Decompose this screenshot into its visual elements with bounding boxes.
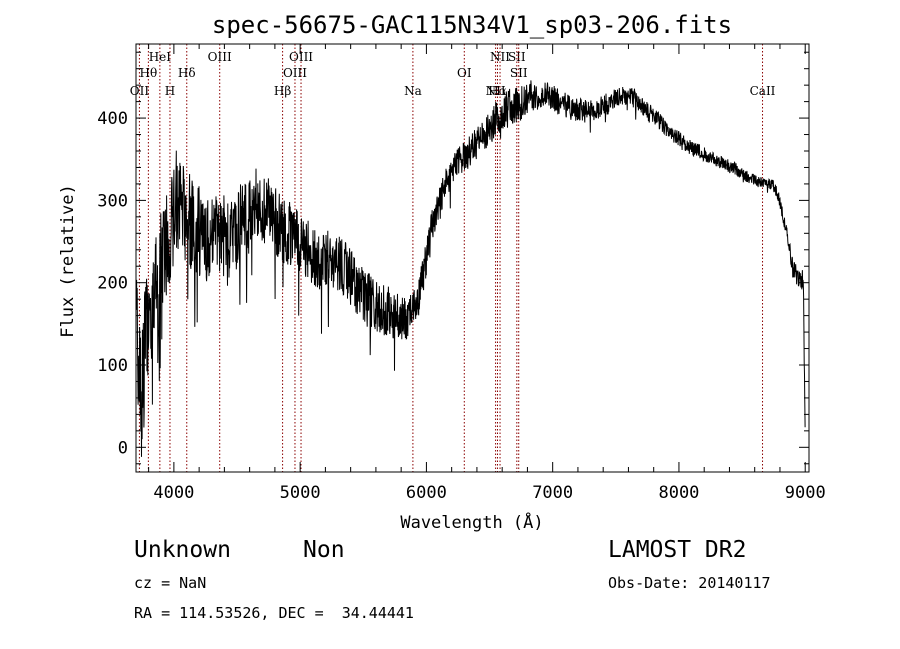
y-tick-label: 200 <box>97 274 128 294</box>
line-marker-label: Hδ <box>178 66 196 80</box>
x-tick-label: 8000 <box>658 483 699 503</box>
x-axis-label: Wavelength (Å) <box>400 511 543 533</box>
observation-date: Obs-Date: 20140117 <box>608 574 771 592</box>
line-marker-label: SII <box>510 66 528 80</box>
y-tick-label: 400 <box>97 109 128 129</box>
axis-ticks <box>136 44 809 472</box>
line-marker-label: OI <box>457 66 472 80</box>
x-tick-label: 9000 <box>785 483 826 503</box>
coordinates: RA = 114.53526, DEC = 34.44441 <box>134 604 414 622</box>
line-marker-label: Na <box>404 84 422 98</box>
emission-line-markers: OIIHθHeIHHδOIIIHβOIIIOIIINaOINIIHαNIISII… <box>130 44 776 472</box>
y-tick-label: 300 <box>97 191 128 211</box>
x-tick-label: 6000 <box>406 483 447 503</box>
line-marker-label: Hβ <box>274 84 291 98</box>
line-marker-label: OII <box>130 84 150 98</box>
x-tick-label: 7000 <box>532 483 573 503</box>
line-marker-label: SII <box>508 50 526 64</box>
survey-name: LAMOST DR2 <box>608 537 747 563</box>
plot-frame <box>135 43 810 473</box>
y-tick-labels: 0 100 200 300 400 <box>97 109 128 458</box>
line-marker-label: Hθ <box>140 66 158 80</box>
line-marker-label: Hα <box>488 84 507 98</box>
x-tick-label: 4000 <box>153 483 194 503</box>
spectrum-line <box>135 80 806 457</box>
line-marker-label: OIII <box>208 50 232 64</box>
line-marker-label: HeI <box>149 50 172 64</box>
line-marker-label: NII <box>486 84 506 98</box>
x-tick-labels: 4000 5000 6000 7000 8000 9000 <box>153 483 825 503</box>
chart-title: spec-56675-GAC115N34V1_sp03-206.fits <box>212 11 732 39</box>
line-marker-label: NII <box>490 50 510 64</box>
y-tick-label: 100 <box>97 356 128 376</box>
line-marker-label: OIII <box>289 50 313 64</box>
y-tick-label: 0 <box>118 438 128 458</box>
line-marker-label: CaII <box>750 84 776 98</box>
object-class: Unknown <box>134 537 231 563</box>
line-marker-label: H <box>165 84 175 98</box>
x-tick-label: 5000 <box>280 483 321 503</box>
line-marker-label: OIII <box>283 66 307 80</box>
y-axis-label: Flux (relative) <box>58 184 78 338</box>
redshift-value: cz = NaN <box>134 574 207 592</box>
object-subclass: Non <box>303 537 345 563</box>
